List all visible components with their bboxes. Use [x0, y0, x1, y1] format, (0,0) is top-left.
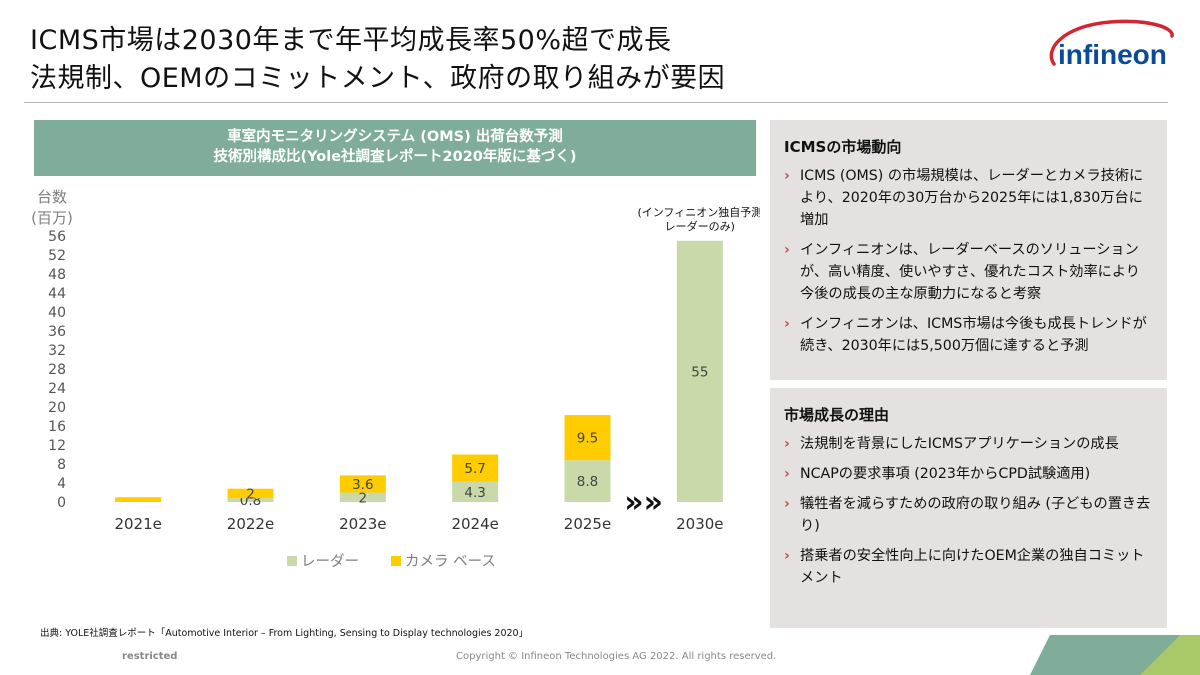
growth-reason-text: 犠牲者を減らすための政府の取り組み (子どもの置き去り): [800, 496, 1151, 534]
forecast-annotation: レーダーのみ): [665, 219, 735, 233]
market-trend-list: › ICMS (OMS) の市場規模は、レーダーとカメラ技術により、2020年の3…: [784, 165, 1153, 357]
page-title-line-2: 法規制、OEMのコミットメント、政府の取り組みが要因: [30, 63, 726, 94]
growth-reason-item: › NCAPの要求事項 (2023年からCPD試験適用): [784, 463, 1153, 485]
chart-header-line-2: 技術別構成比(Yole社調査レポート2020年版に基づく): [213, 149, 577, 165]
growth-reason-text: NCAPの要求事項 (2023年からCPD試験適用): [800, 466, 1091, 482]
market-trend-text: ICMS (OMS) の市場規模は、レーダーとカメラ技術により、2020年の30…: [800, 168, 1144, 228]
bullet-chevron-icon: ›: [784, 466, 790, 482]
growth-reason-item: › 搭乗者の安全性向上に向けたOEM企業の独自コミットメント: [784, 545, 1153, 589]
growth-reason-text: 搭乗者の安全性向上に向けたOEM企業の独自コミットメント: [800, 548, 1145, 586]
bar-camera: [227, 488, 274, 499]
growth-reason-item: › 犠牲者を減らすための政府の取り組み (子どもの置き去り): [784, 493, 1153, 537]
forecast-annotation: (インフィニオン独自予測: [637, 205, 760, 219]
x-tick-label: 2022e: [227, 515, 274, 533]
bar-camera: [339, 475, 386, 493]
market-trend-item: › インフィニオンは、ICMS市場は今後も成長トレンドが続き、2030年には5,5…: [784, 313, 1153, 357]
bar-radar: [676, 240, 723, 502]
growth-reasons-list: › 法規制を背景にしたICMSアプリケーションの成長 › NCAPの要求事項 (202…: [784, 433, 1153, 589]
y-tick-label: 52: [48, 248, 66, 264]
bar-radar: [227, 498, 274, 502]
data-label: 5.7: [464, 461, 485, 477]
y-axis-label: 台数: [37, 188, 67, 206]
data-label: 3.6: [352, 477, 373, 493]
data-label: 2: [246, 486, 255, 502]
classification-label: restricted: [122, 651, 178, 662]
oms-shipment-chart: 台数(百万)0481216202428323640444852562021e0.…: [31, 188, 760, 570]
y-tick-label: 44: [48, 286, 66, 302]
growth-reason-text: 法規制を背景にしたICMSアプリケーションの成長: [800, 436, 1119, 452]
page-title-line-1: ICMS市場は2030年まで年平均成長率50%超で成長: [30, 25, 672, 56]
bullet-chevron-icon: ›: [784, 496, 790, 512]
bullet-chevron-icon: ›: [784, 316, 790, 332]
data-label: 4.3: [464, 485, 485, 501]
growth-reason-item: › 法規制を背景にしたICMSアプリケーションの成長: [784, 433, 1153, 455]
y-tick-label: 32: [48, 343, 66, 359]
market-trend-item: › インフィニオンは、レーダーベースのソリューションが、高い精度、使いやすさ、優れ…: [784, 239, 1153, 305]
bar-camera: [115, 497, 162, 502]
y-tick-label: 36: [48, 324, 66, 340]
bar-camera: [452, 454, 499, 482]
x-tick-label: 2025e: [564, 515, 611, 533]
y-tick-label: 56: [48, 229, 66, 245]
chart-header: 車室内モニタリングシステム (OMS) 出荷台数予測 技術別構成比(Yole社調…: [34, 120, 756, 176]
market-trend-text: インフィニオンは、レーダーベースのソリューションが、高い精度、使いやすさ、優れた…: [800, 242, 1140, 302]
y-axis-label: (百万): [31, 209, 73, 227]
legend-swatch-radar: [287, 556, 297, 566]
y-tick-label: 24: [48, 381, 66, 397]
infineon-logo: infineon: [1049, 19, 1174, 70]
y-tick-label: 16: [48, 419, 66, 435]
y-tick-label: 0: [57, 495, 66, 511]
svg-text:infineon: infineon: [1058, 39, 1167, 70]
growth-reasons-panel: 市場成長の理由 › 法規制を背景にしたICMSアプリケーションの成長 › NCAPの要…: [770, 388, 1167, 628]
title-divider: [24, 102, 1168, 103]
legend-label-camera: カメラ ベース: [405, 554, 496, 570]
x-tick-label: 2021e: [114, 515, 161, 533]
bullet-chevron-icon: ›: [784, 168, 790, 184]
y-tick-label: 4: [57, 476, 66, 492]
data-label: 9.5: [577, 431, 598, 447]
chart-header-line-1: 車室内モニタリングシステム (OMS) 出荷台数予測: [227, 129, 563, 145]
bullet-chevron-icon: ›: [784, 242, 790, 258]
y-tick-label: 28: [48, 362, 66, 378]
market-trend-item: › ICMS (OMS) の市場規模は、レーダーとカメラ技術により、2020年の3…: [784, 165, 1153, 231]
corner-decoration: [1030, 635, 1200, 675]
legend-label-radar: レーダー: [301, 553, 359, 570]
y-tick-label: 12: [48, 438, 66, 454]
y-tick-label: 20: [48, 400, 66, 416]
y-tick-label: 40: [48, 305, 66, 321]
data-label: 55: [691, 364, 708, 380]
legend-swatch-camera: [391, 556, 401, 566]
y-tick-label: 48: [48, 267, 66, 283]
bar-radar: [339, 492, 386, 502]
data-label: 2: [359, 490, 368, 506]
x-tick-label: 2024e: [451, 515, 498, 533]
bar-radar: [564, 460, 611, 502]
bar-camera: [564, 415, 611, 461]
bullet-chevron-icon: ›: [784, 548, 790, 564]
x-tick-label: 2030e: [676, 515, 723, 533]
growth-reasons-title: 市場成長の理由: [784, 406, 890, 424]
market-trend-text: インフィニオンは、ICMS市場は今後も成長トレンドが続き、2030年には5,50…: [800, 316, 1147, 354]
bullet-chevron-icon: ›: [784, 436, 790, 452]
x-tick-label: 2023e: [339, 515, 386, 533]
market-trend-panel: ICMSの市場動向 › ICMS (OMS) の市場規模は、レーダーとカメラ技術に…: [770, 120, 1167, 380]
chevron-right-icon: »»: [624, 485, 663, 520]
copyright-notice: Copyright © Infineon Technologies AG 202…: [456, 651, 777, 662]
market-trend-title: ICMSの市場動向: [784, 138, 902, 156]
bar-radar: [452, 481, 499, 502]
y-tick-label: 8: [57, 457, 66, 473]
source-note: 出典: YOLE社調査レポート「Automotive Interior – Fr…: [40, 628, 529, 639]
data-label: 8.8: [577, 474, 598, 490]
